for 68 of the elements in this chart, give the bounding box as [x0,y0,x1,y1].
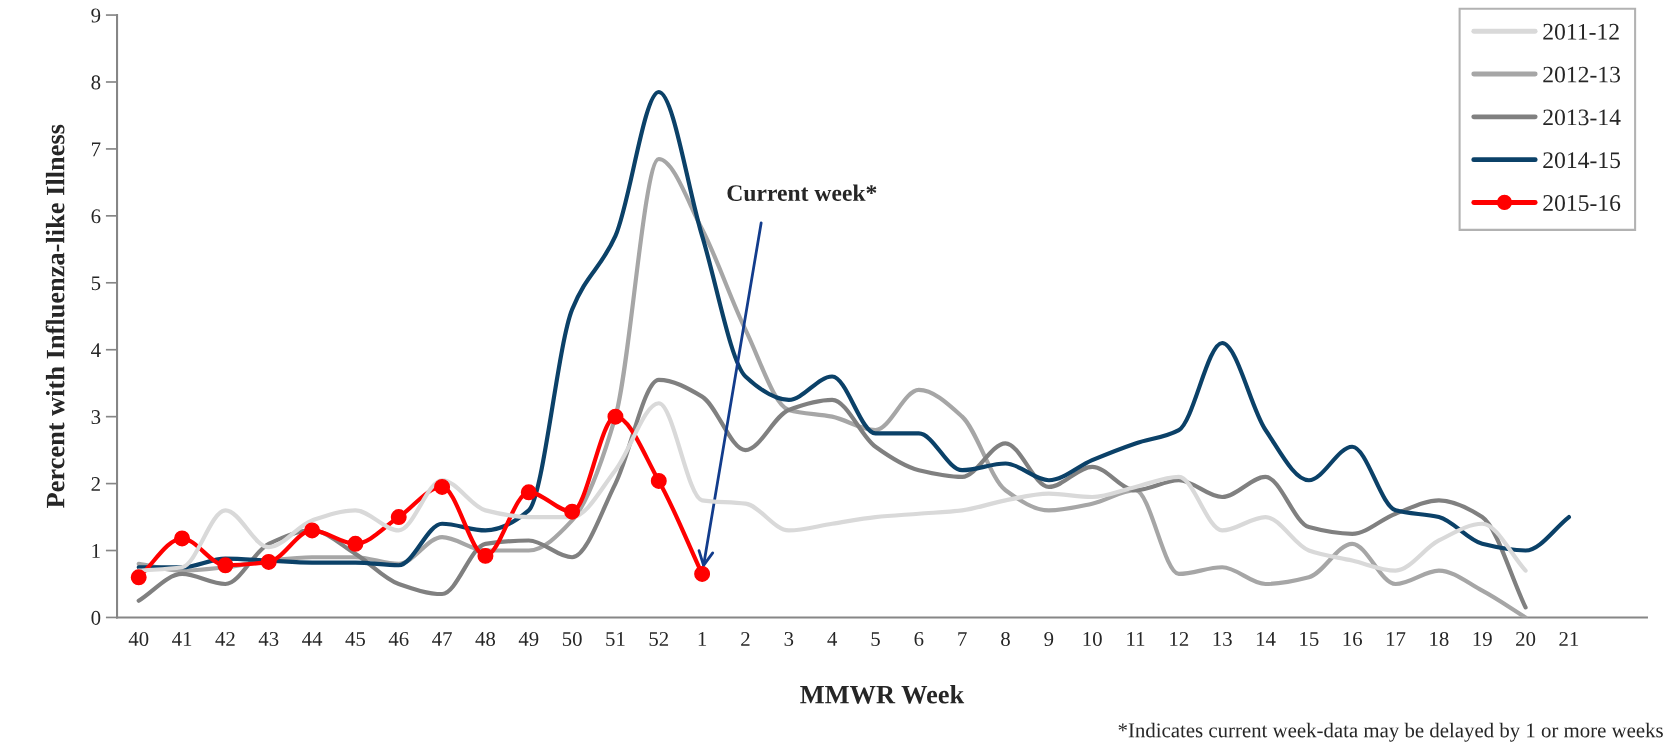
y-tick-label: 2 [91,477,100,491]
point [607,408,624,425]
x-tick-label: 8 [1001,631,1010,647]
x-tick-label: 43 [258,632,279,647]
x-tick-label: 48 [475,631,496,647]
x-tick-label: 52 [649,632,669,647]
x-tick-label: 14 [1256,632,1276,646]
legend-label: 2014-15 [1543,152,1621,169]
x-tick-label: 10 [1083,631,1102,647]
x-tick-label: 40 [128,631,149,647]
y-tick-label: 5 [91,276,101,291]
legend-label: 2011-12 [1543,23,1619,40]
x-tick-label: 42 [215,632,235,646]
line-series [136,377,1528,610]
point [174,530,191,547]
legend-label: 2012-13 [1543,66,1621,83]
point [477,547,494,564]
x-axis-title: MMWR Week [800,684,965,704]
x-tick-label: 17 [1386,632,1406,646]
x-tick-label: 50 [562,631,582,647]
x-tick-label: 41 [172,632,192,646]
x-tick-label: 12 [1170,632,1189,646]
legend-label: 2013-14 [1543,109,1621,126]
x-tick-label: 20 [1516,631,1536,647]
x-tick-label: 9 [1044,632,1054,647]
y-tick-label: 4 [91,343,101,357]
x-tick-label: 7 [958,632,967,646]
point [304,522,321,539]
x-tick-label: 6 [914,632,924,647]
point [217,557,234,574]
x-tick-label: 18 [1430,631,1449,647]
x-tick-label: 4 [827,632,838,646]
y-axis-title: Percent with Influenza-like Illness [45,124,65,508]
x-tick-label: 44 [302,632,323,646]
x-tick-label: 45 [345,632,366,647]
x-tick-label: 2 [741,632,750,646]
x-tick-label: 51 [606,632,625,647]
x-tick-label: 15 [1300,632,1319,647]
text: *Indicates current week-data may be delayed by 1 or more weeks [1118,722,1663,742]
x-tick-label: 5 [871,632,880,647]
x-tick-label: 49 [518,632,539,647]
y-tick-label: 0 [91,610,101,625]
y-tick-label: 7 [92,142,101,157]
x-tick-label: 1 [698,632,707,646]
point [130,569,147,586]
x-tick-label: 13 [1213,632,1232,647]
x-tick-label: 21 [1559,632,1579,646]
point [564,503,581,520]
point [347,535,364,552]
annotation: Current week* [727,184,877,202]
y-tick-label: 6 [91,209,101,224]
x-tick-label: 16 [1343,632,1363,647]
x-tick-label: 19 [1473,632,1492,647]
legend-label: 2015-16 [1543,195,1621,211]
point [520,484,537,501]
y-tick-label: 9 [91,8,101,23]
x-tick-label: 47 [432,632,452,646]
y-tick-label: 1 [92,544,100,558]
point [260,553,277,570]
y-tick-label: 8 [91,75,101,90]
x-tick-label: 3 [784,632,794,647]
x-tick-label: 46 [388,632,409,647]
point [390,509,407,526]
y-tick-label: 3 [91,410,101,425]
point [434,478,451,495]
point [694,565,711,582]
point [650,472,667,489]
x-tick-label: 11 [1127,632,1145,646]
